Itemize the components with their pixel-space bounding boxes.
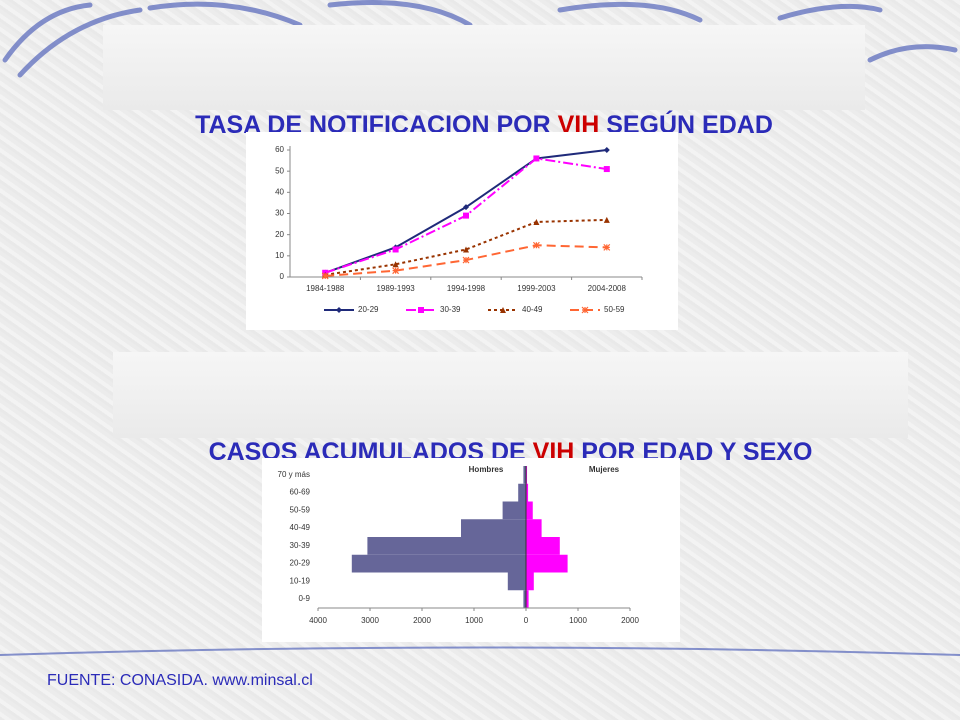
line-chart: 0 10 20 30 40 50 60 1984-1988 1989-1993 1994-1998… — [246, 132, 678, 330]
y-tick-label: 70 y más — [278, 470, 310, 479]
marker — [392, 267, 400, 275]
bar — [526, 572, 534, 591]
bar — [526, 466, 528, 484]
y-tick-label: 30 — [275, 209, 284, 218]
bar — [518, 483, 526, 502]
bar — [526, 537, 560, 555]
bar — [523, 590, 526, 608]
series-line — [325, 218, 607, 276]
marker — [463, 212, 469, 219]
source: FUENTE: CONASIDA. www.minsal.cl — [47, 672, 313, 689]
legend-label: 50-59 — [604, 305, 625, 314]
bar — [461, 519, 526, 537]
y-tick-label: 0 — [280, 272, 285, 281]
x-tick-label: 2000 — [413, 616, 431, 625]
y-tick-label: 0-9 — [298, 594, 310, 603]
bar — [502, 501, 526, 520]
marker — [336, 307, 342, 313]
marker — [462, 256, 470, 264]
y-tick-label: 40-49 — [290, 523, 311, 532]
x-tick-label: 1994-1998 — [447, 284, 486, 293]
bar — [367, 537, 526, 555]
x-tick-label: 1984-1988 — [306, 284, 345, 293]
marker — [463, 246, 469, 253]
bar — [526, 501, 533, 520]
marker — [533, 155, 540, 162]
legend-label: 40-49 — [522, 305, 543, 314]
legend-label: 20-29 — [358, 305, 379, 314]
x-tick-label: 1000 — [465, 616, 483, 625]
bar — [507, 572, 526, 591]
bar — [526, 519, 542, 537]
y-tick-label: 30-39 — [290, 541, 311, 550]
marker — [603, 147, 610, 153]
marker — [603, 166, 610, 173]
x-tick-label: 3000 — [361, 616, 379, 625]
marker — [603, 243, 611, 251]
marker — [581, 306, 589, 314]
marker — [463, 204, 469, 211]
bar — [526, 483, 529, 502]
marker — [392, 246, 399, 253]
x-tick-label: 0 — [524, 616, 529, 625]
marker — [392, 261, 399, 268]
y-tick-label: 20 — [275, 230, 284, 239]
series-line — [324, 149, 607, 274]
legend-label: 30-39 — [440, 305, 461, 314]
legend-label: Mujeres — [589, 465, 620, 474]
bar — [523, 466, 526, 484]
marker — [603, 216, 610, 223]
y-tick-label: 50-59 — [290, 505, 311, 514]
x-tick-label: 2004-2008 — [588, 284, 627, 293]
x-tick-label: 1000 — [569, 616, 587, 625]
y-tick-label: 60-69 — [290, 488, 311, 497]
y-tick-label: 40 — [275, 187, 284, 196]
y-tick-label: 50 — [275, 166, 284, 175]
title-box: TASA DE NOTIFICACION POR VIH SEGÚN EDAD … — [103, 25, 865, 259]
y-tick-label: 60 — [275, 145, 284, 154]
x-tick-label: 4000 — [309, 616, 327, 625]
pyramid-chart: Hombres Mujeres 0-9 10-19 20-29 30-39 40-49 50-… — [262, 458, 680, 642]
marker — [418, 307, 424, 313]
x-tick-label: 1989-1993 — [376, 284, 415, 293]
legend-label: Hombres — [469, 465, 504, 474]
marker — [533, 218, 540, 225]
marker — [532, 241, 540, 249]
bar — [351, 554, 526, 573]
marker — [321, 272, 329, 280]
marker — [500, 307, 506, 313]
title-box: CASOS ACUMULADOS DE VIH POR EDAD Y SEXO … — [113, 352, 908, 586]
bar — [526, 590, 529, 608]
y-tick-label: 20-29 — [290, 559, 311, 568]
x-tick-label: 1999-2003 — [517, 284, 556, 293]
y-tick-label: 10-19 — [290, 576, 311, 585]
y-tick-label: 10 — [275, 251, 284, 260]
bar — [526, 554, 568, 573]
x-tick-label: 2000 — [621, 616, 639, 625]
